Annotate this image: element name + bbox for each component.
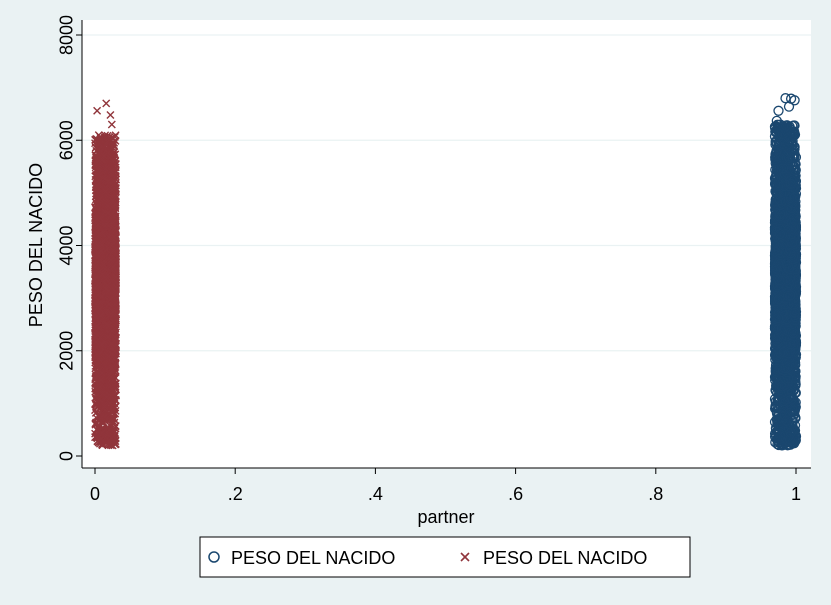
grid-lines (82, 34, 811, 352)
series-crosses (91, 99, 121, 450)
series-circles (769, 93, 802, 451)
plot-area (82, 20, 811, 468)
